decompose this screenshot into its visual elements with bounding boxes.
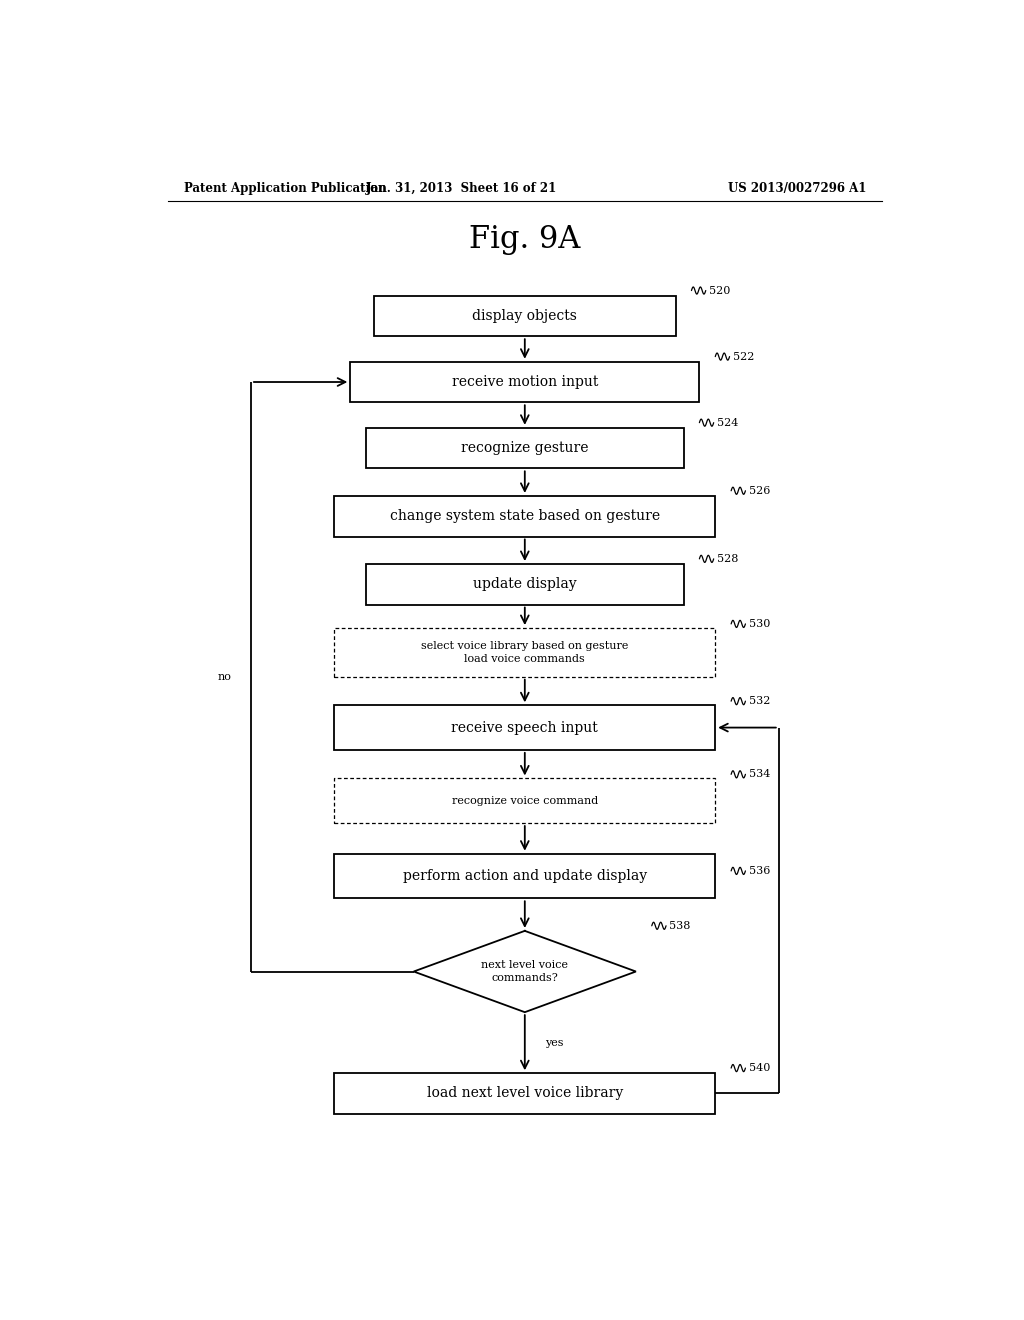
Text: 530: 530	[749, 619, 770, 628]
Text: Patent Application Publication: Patent Application Publication	[183, 182, 386, 195]
Text: 522: 522	[733, 351, 754, 362]
Text: 534: 534	[749, 770, 770, 779]
Text: display objects: display objects	[472, 309, 578, 323]
Text: receive motion input: receive motion input	[452, 375, 598, 389]
Text: 536: 536	[749, 866, 770, 876]
Text: 528: 528	[717, 554, 738, 564]
Text: Fig. 9A: Fig. 9A	[469, 224, 581, 255]
Bar	[334, 705, 715, 750]
Text: update display: update display	[473, 577, 577, 591]
Text: US 2013/0027296 A1: US 2013/0027296 A1	[728, 182, 866, 195]
Text: select voice library based on gesture
load voice commands: select voice library based on gesture lo…	[421, 640, 629, 664]
Bar	[334, 779, 715, 824]
Bar	[334, 1073, 715, 1114]
Bar	[367, 564, 684, 605]
Text: Jan. 31, 2013  Sheet 16 of 21: Jan. 31, 2013 Sheet 16 of 21	[366, 182, 557, 195]
Text: no: no	[217, 672, 231, 681]
Text: load next level voice library: load next level voice library	[427, 1086, 623, 1101]
Text: recognize voice command: recognize voice command	[452, 796, 598, 805]
Text: next level voice
commands?: next level voice commands?	[481, 960, 568, 983]
Text: perform action and update display: perform action and update display	[402, 869, 647, 883]
Bar	[367, 428, 684, 469]
Text: 520: 520	[709, 285, 730, 296]
Bar	[350, 362, 699, 403]
Text: change system state based on gesture: change system state based on gesture	[390, 510, 659, 523]
Text: 538: 538	[670, 921, 690, 931]
Bar	[374, 296, 676, 337]
Bar	[334, 854, 715, 899]
Bar	[334, 496, 715, 536]
Text: recognize gesture: recognize gesture	[461, 441, 589, 455]
Text: 526: 526	[749, 486, 770, 496]
Text: yes: yes	[545, 1038, 563, 1048]
Bar	[334, 628, 715, 677]
Text: 524: 524	[717, 417, 738, 428]
Text: 540: 540	[749, 1063, 770, 1073]
Text: 532: 532	[749, 696, 770, 706]
Text: receive speech input: receive speech input	[452, 721, 598, 735]
